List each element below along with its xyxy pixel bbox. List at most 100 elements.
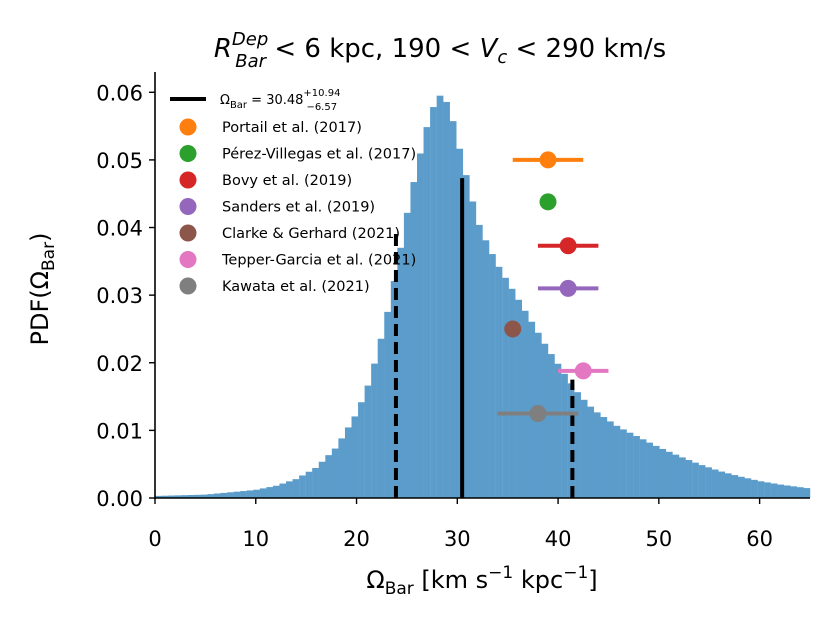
histogram-bar-39 — [410, 182, 418, 499]
axes — [154, 72, 810, 499]
xlabel-unit-a: [km s — [414, 566, 488, 594]
histogram-bar-46 — [456, 148, 464, 498]
histogram-bar-86 — [718, 471, 726, 498]
histogram-bar-49 — [475, 224, 483, 498]
histogram-bar-2 — [168, 495, 175, 498]
measurement-marker-5 — [574, 362, 592, 380]
histogram-bar-66 — [587, 406, 595, 498]
histogram-bar-81 — [685, 460, 693, 498]
histogram-bar-29 — [344, 427, 352, 498]
legend-marker-3 — [179, 198, 197, 215]
measurement-4 — [504, 320, 522, 338]
histogram-bar-97 — [790, 486, 798, 498]
histogram-bar-28 — [338, 438, 346, 498]
title-var-sub: c — [497, 47, 507, 68]
histogram-bar-84 — [705, 467, 712, 498]
y-tick-label-4: 0.04 — [96, 217, 143, 241]
histogram-bar-83 — [698, 465, 706, 498]
x-tick-label-6: 60 — [746, 527, 773, 551]
histogram-bar-34 — [377, 338, 385, 498]
legend-line-low: −6.57 — [306, 102, 337, 113]
histogram-bar-73 — [633, 436, 640, 498]
y-tick-label-3: 0.03 — [96, 284, 143, 308]
ylabel-symbol: Ω — [26, 271, 54, 289]
histogram-bar-56 — [521, 310, 529, 498]
legend-line-value: = 30.48 — [247, 93, 303, 108]
histogram-bar-87 — [724, 473, 732, 498]
histogram-bar-93 — [764, 482, 771, 498]
histogram-bar-0 — [155, 495, 162, 498]
ylabel-pre: PDF( — [26, 289, 54, 345]
title-var: V — [480, 34, 500, 64]
title-tail: < 290 km/s — [507, 34, 666, 64]
histogram-bar-18 — [272, 485, 280, 498]
title-lead-sub: Bar — [235, 51, 267, 72]
histogram-bar-4 — [181, 495, 188, 498]
x-tick-label-5: 50 — [645, 527, 672, 551]
histogram-bar-60 — [548, 354, 555, 498]
legend-label-3: Sanders et al. (2019) — [222, 200, 375, 216]
histogram-bar-13 — [240, 491, 247, 498]
measurement-6 — [497, 404, 579, 422]
legend-marker-5 — [179, 251, 197, 268]
x-axis-title: ΩBar [km s−1 kpc−1] — [366, 563, 597, 599]
histogram-bar-22 — [299, 475, 306, 498]
histogram-bar-44 — [443, 101, 450, 498]
legend-label-0: Portail et al. (2017) — [222, 120, 362, 136]
legend-label-1: Pérez-Villegas et al. (2017) — [222, 147, 416, 163]
measurement-2 — [537, 237, 599, 255]
histogram-bar-98 — [796, 487, 804, 498]
measurement-5 — [558, 362, 609, 380]
measurement-marker-2 — [559, 237, 577, 255]
histogram-bar-59 — [541, 343, 549, 498]
histogram-bar-78 — [665, 451, 673, 498]
histogram-bar-82 — [692, 462, 699, 498]
histogram-bar-94 — [770, 483, 778, 498]
histogram-bar-42 — [430, 107, 437, 498]
x-tick-label-0: 0 — [148, 527, 161, 551]
title-lead-sup: Dep — [232, 29, 268, 50]
histogram-bar-5 — [187, 495, 195, 498]
histogram-bar-41 — [423, 127, 431, 498]
legend-label-5: Tepper-Garcia et al. (2021) — [221, 253, 416, 269]
histogram-bar-52 — [495, 266, 503, 498]
histogram-bar-31 — [358, 402, 365, 498]
y-tick-label-6: 0.06 — [96, 81, 143, 105]
legend-line-sup: +10.94 — [303, 88, 340, 99]
title-middle: < 6 kpc, 190 < — [266, 34, 479, 64]
legend-marker-2 — [179, 171, 197, 189]
y-tick-label-1: 0.01 — [96, 419, 143, 443]
histogram-bar-70 — [613, 425, 621, 498]
histogram-bar-48 — [469, 201, 477, 498]
measurement-1 — [539, 193, 557, 211]
histogram-bar-19 — [279, 483, 287, 498]
histogram-bar-88 — [731, 475, 739, 498]
histogram-bar-95 — [777, 484, 784, 498]
histogram-bar-53 — [502, 277, 509, 498]
legend-line-symbol: Ω — [220, 93, 230, 108]
histogram-bar-55 — [515, 299, 522, 498]
legend-marker-6 — [179, 277, 197, 295]
xlabel-exp-b: −1 — [563, 563, 588, 583]
histogram-bar-64 — [574, 392, 581, 498]
histogram-bar-72 — [626, 432, 634, 498]
histogram-bar-25 — [318, 461, 326, 498]
histogram-bar-85 — [711, 469, 719, 498]
histogram-bar-7 — [200, 494, 208, 498]
histogram-bar-79 — [672, 454, 680, 498]
histogram-bar-40 — [417, 153, 424, 498]
measurement-marker-4 — [504, 320, 522, 338]
ylabel-sub: Bar — [39, 242, 59, 271]
y-axis-title: PDF(ΩBar) — [26, 233, 59, 346]
histogram-bar-6 — [194, 494, 202, 498]
histogram-bar-96 — [783, 485, 791, 498]
legend-line-sub: Bar — [230, 100, 248, 111]
legend-marker-4 — [179, 224, 197, 242]
histogram-bar-32 — [364, 385, 372, 498]
ylabel-post: ) — [26, 233, 54, 242]
histogram-bar-51 — [489, 254, 496, 498]
histogram-bar-21 — [292, 479, 300, 498]
xlabel-symbol: Ω — [366, 566, 384, 594]
histogram-bar-30 — [351, 416, 359, 498]
legend-label-6: Kawata et al. (2021) — [222, 279, 370, 295]
